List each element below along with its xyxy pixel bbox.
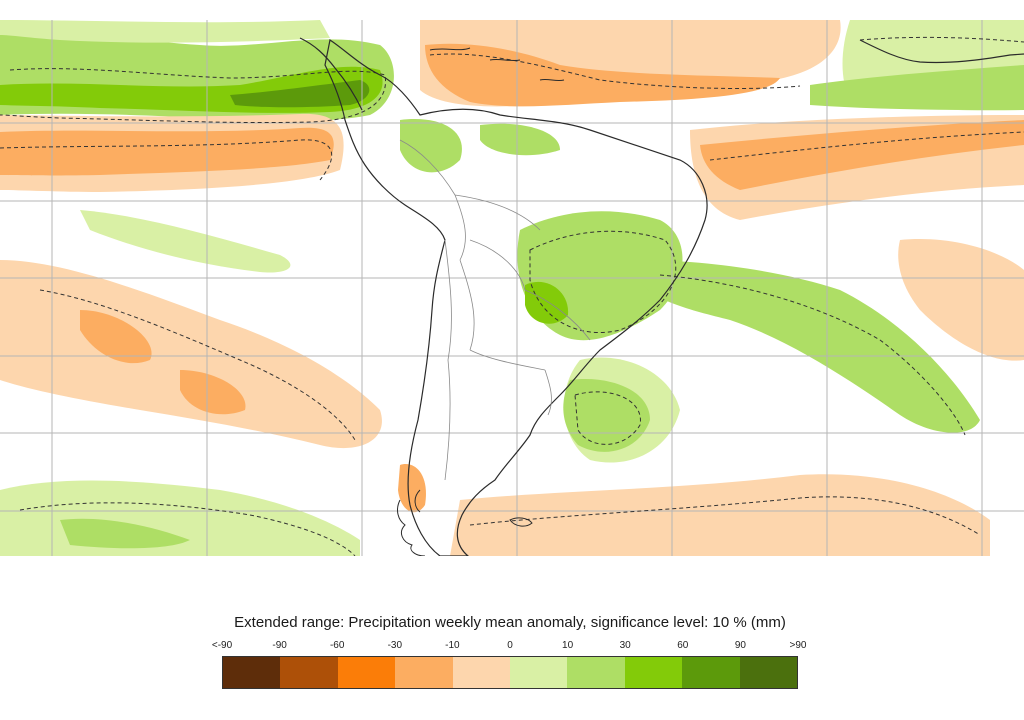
light-wet-north-pacific	[0, 20, 330, 43]
significance-contour-south-pacific	[19, 502, 356, 556]
colorbar-tick-label: >90	[789, 640, 807, 651]
significance-contour-sacz	[659, 274, 966, 436]
colorbar-tick-label: 30	[619, 640, 631, 651]
significance-contour-equatorial-atlantic	[709, 131, 1024, 161]
colorbar-tick-label: <-90	[211, 640, 233, 651]
colorbar-tick-label: 90	[734, 640, 746, 651]
dry-zone-southeast-pacific	[0, 260, 382, 449]
dry-zone-southeast-pacific-core-2	[180, 370, 246, 415]
colorbar-tick-label: -60	[329, 640, 345, 651]
colorbar-swatch	[337, 657, 396, 688]
colorbar-swatch	[223, 657, 281, 688]
colorbar-swatch	[510, 657, 568, 688]
wet-zone-mato-grosso	[525, 281, 569, 324]
map-canvas	[0, 20, 1024, 556]
colorbar-tick-label: 60	[677, 640, 689, 651]
significance-contour-southeast-pacific	[39, 289, 356, 441]
wet-zone-southeast-brazil-coast	[563, 379, 650, 452]
colorbar-tick-label: -10	[445, 640, 460, 651]
significance-contours	[0, 36, 1024, 556]
falkland-islands	[509, 517, 533, 527]
significance-contour-southeast-brazil	[574, 391, 641, 445]
dry-zone-patagonia	[398, 464, 426, 513]
anomaly-fields	[0, 20, 1024, 556]
wet-zone-south-atlantic-convergence	[640, 260, 980, 433]
colorbar-swatch	[395, 657, 453, 688]
dry-zone-equatorial-pacific-core	[0, 127, 334, 176]
colorbar-tick-label: 0	[507, 640, 513, 651]
significance-contour-south-atlantic	[469, 496, 981, 536]
colorbar-swatch	[567, 657, 625, 688]
continent-south-america	[299, 37, 1024, 556]
precipitation-anomaly-map	[0, 20, 1024, 556]
colorbar-swatch	[682, 657, 740, 688]
colorbar-tick-label: -90	[272, 640, 287, 651]
light-wet-tropical-pacific	[80, 210, 291, 273]
national-borders	[399, 139, 591, 481]
colorbar-swatch	[739, 657, 798, 688]
colorbar-swatch	[280, 657, 338, 688]
significance-contour-central-brazil	[529, 230, 677, 334]
colorbar-swatch	[452, 657, 511, 688]
south-america-coastline	[324, 39, 708, 556]
colorbar-tick-label: 10	[562, 640, 574, 651]
africa-coastline	[859, 39, 1024, 64]
significance-contour-north-pacific	[0, 68, 387, 124]
legend-title: Extended range: Precipitation weekly mea…	[234, 614, 786, 631]
dry-zone-south-atlantic	[450, 474, 990, 556]
dry-zone-equatorial-atlantic-core	[700, 120, 1024, 190]
dry-zone-southeast-atlantic	[898, 239, 1024, 361]
colorbar	[222, 656, 798, 689]
significance-contour-caribbean	[429, 53, 801, 89]
dry-zone-southeast-pacific-core	[80, 310, 152, 364]
significance-contour-equatorial-pacific	[0, 139, 333, 181]
wet-zone-south-pacific-core	[60, 518, 190, 549]
tierra-del-fuego-archipelago	[397, 489, 426, 556]
colorbar-tick-label: -30	[387, 640, 403, 651]
colorbar-swatch	[624, 657, 683, 688]
wet-zone-north-amazon	[400, 119, 462, 173]
wet-zone-guianas	[480, 123, 560, 156]
lat-lon-grid	[0, 20, 1024, 556]
central-america-isthmus	[299, 37, 363, 111]
dry-zone-caribbean-core	[425, 43, 780, 107]
significance-contour-west-africa	[859, 36, 1024, 43]
wet-zone-west-africa-core	[810, 65, 1024, 110]
caribbean-islands	[429, 47, 565, 82]
colorbar-tick-labels: <-90 -90 -60 -30 -10 0 10 30 60 90 >90	[212, 640, 807, 654]
